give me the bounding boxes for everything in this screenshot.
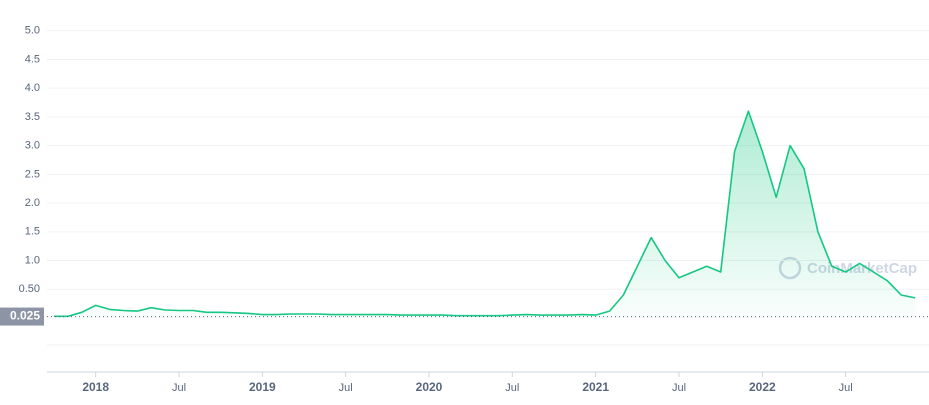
y-tick-label: 4.5 — [25, 53, 40, 65]
x-tick-label: 2022 — [749, 380, 776, 394]
x-tick-label: 2019 — [249, 380, 276, 394]
x-tick-label: 2018 — [82, 380, 109, 394]
y-tick-label: 5.0 — [25, 25, 40, 37]
x-tick-label: Jul — [672, 382, 686, 394]
y-tick-label: 0.50 — [19, 283, 40, 295]
x-tick-label: 2021 — [582, 380, 609, 394]
y-tick-label: 4.0 — [25, 82, 40, 94]
y-tick-label: 2.5 — [25, 168, 40, 180]
current-price-label: 0.025 — [10, 309, 40, 323]
x-tick-label: 2020 — [416, 380, 443, 394]
x-tick-label: Jul — [505, 382, 519, 394]
y-tick-label: 3.5 — [25, 111, 40, 123]
area-fill — [54, 111, 916, 318]
y-tick-label: 1.0 — [25, 254, 40, 266]
y-tick-label: 3.0 — [25, 140, 40, 152]
x-tick-label: Jul — [839, 382, 853, 394]
y-tick-label: 2.0 — [25, 197, 40, 209]
x-tick-label: Jul — [172, 382, 186, 394]
y-tick-label: 1.5 — [25, 226, 40, 238]
x-tick-label: Jul — [339, 382, 353, 394]
price-line — [54, 110, 916, 318]
current-price-box — [0, 307, 44, 326]
